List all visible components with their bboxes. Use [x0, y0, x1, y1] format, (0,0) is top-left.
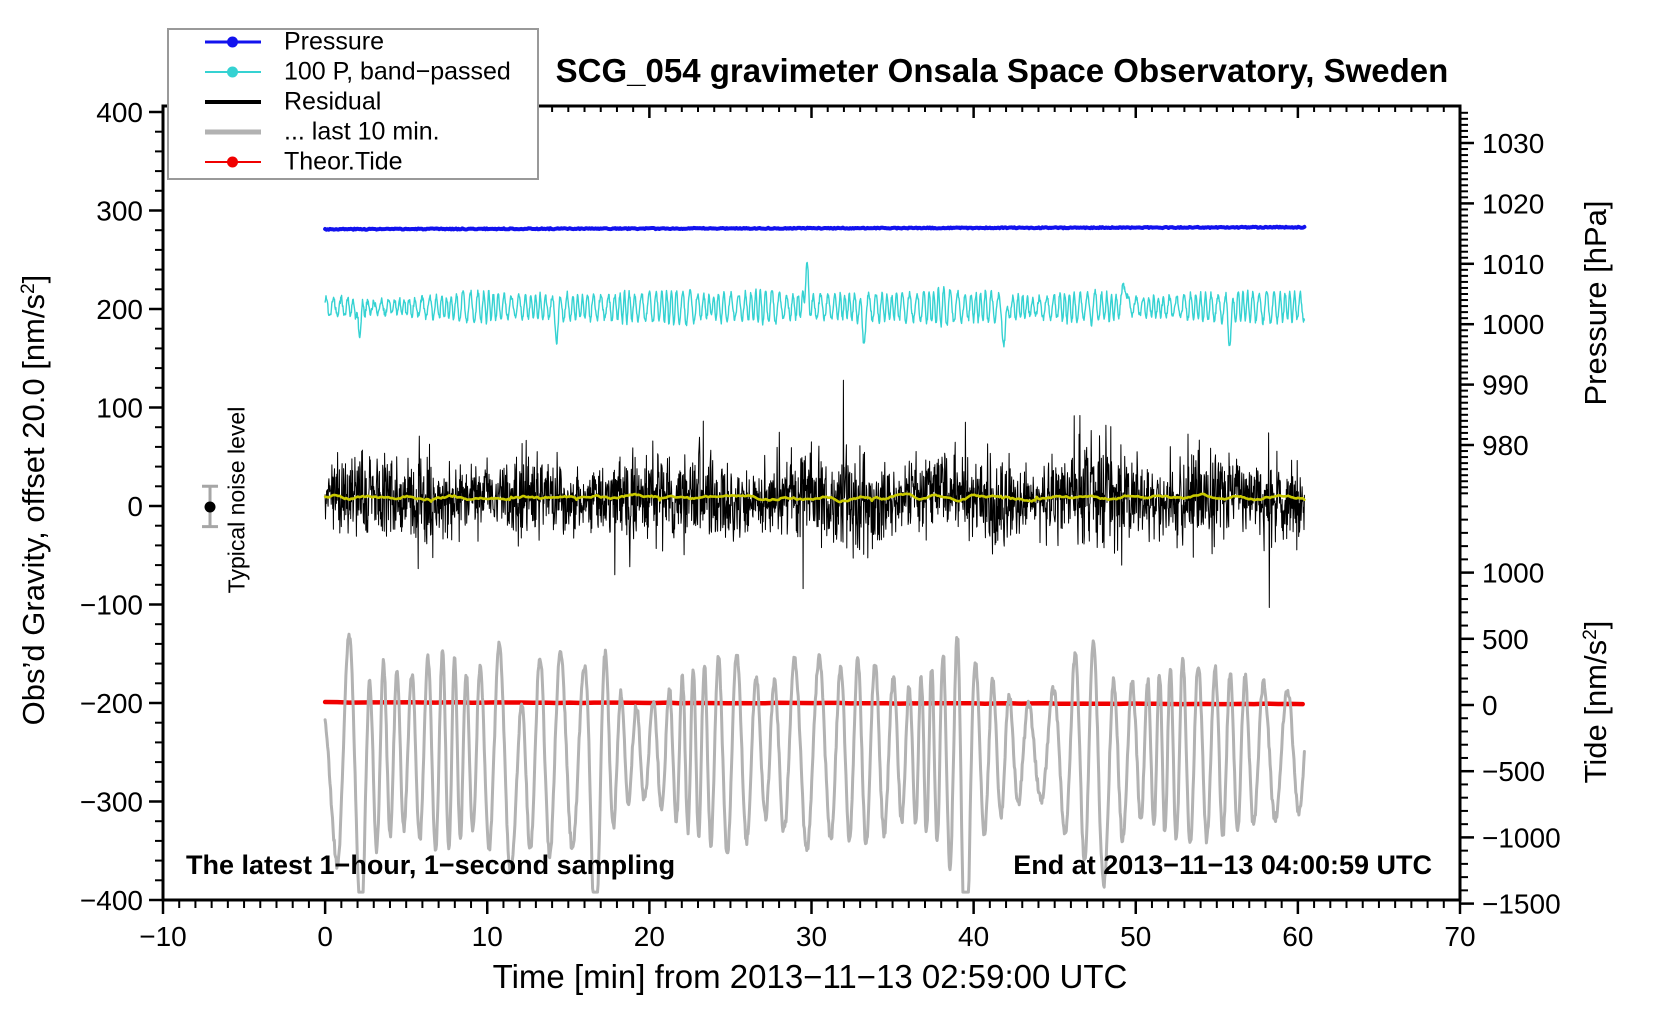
legend-item-residual: Residual: [169, 87, 537, 117]
axes-frame: −10 0 10 20 30 40 50 60 70−400−300−200−100010020…: [80, 97, 1561, 952]
tide-axis-label-suffix: ]: [1578, 620, 1613, 630]
svg-text:500: 500: [1482, 624, 1529, 655]
svg-text:980: 980: [1482, 430, 1529, 461]
svg-text:60: 60: [1282, 921, 1313, 952]
left-axis-label-text: Obs’d Gravity, offset 20.0 [nm/s: [16, 294, 51, 726]
legend-dot-theor-tide: [227, 156, 238, 168]
svg-text:0: 0: [1482, 690, 1498, 721]
legend-item-band-passed: 100 P, band−passed: [169, 57, 537, 87]
svg-text:−100: −100: [80, 590, 143, 621]
svg-text:1000: 1000: [1482, 309, 1544, 340]
svg-text:−1000: −1000: [1482, 822, 1561, 853]
legend-dot-pressure: [227, 36, 238, 48]
end-time-note: End at 2013−11−13 04:00:59 UTC: [1013, 850, 1432, 880]
svg-text:1030: 1030: [1482, 128, 1544, 159]
svg-text:1020: 1020: [1482, 188, 1544, 219]
svg-text:−500: −500: [1482, 756, 1545, 787]
legend-dot-band-passed: [227, 66, 238, 78]
tide-axis-label: Tide [nm/s2]: [1578, 621, 1614, 784]
svg-text:30: 30: [796, 921, 827, 952]
legend-label-band-passed: 100 P, band−passed: [284, 57, 511, 86]
left-axis-label-sup: 2: [18, 283, 40, 294]
legend: Pressure 100 P, band−passed Residual... la…: [167, 28, 539, 180]
svg-text:50: 50: [1120, 921, 1151, 952]
legend-label-last-10-min: ... last 10 min.: [284, 117, 440, 146]
svg-text:−10: −10: [139, 921, 187, 952]
left-axis-label-suffix: ]: [16, 274, 51, 284]
svg-text:−400: −400: [80, 885, 143, 916]
legend-item-theor-tide: Theor.Tide: [169, 147, 537, 177]
svg-text:200: 200: [96, 294, 143, 325]
pressure-axis-label: Pressure [hPa]: [1578, 200, 1613, 406]
svg-text:400: 400: [96, 97, 143, 128]
svg-text:70: 70: [1444, 921, 1475, 952]
svg-text:0: 0: [127, 491, 143, 522]
legend-label-pressure: Pressure: [284, 27, 385, 56]
svg-text:40: 40: [958, 921, 989, 952]
page-title: SCG_054 gravimeter Onsala Space Observat…: [555, 52, 1449, 89]
svg-text:−200: −200: [80, 688, 143, 719]
svg-text:1010: 1010: [1482, 249, 1544, 280]
svg-text:−1500: −1500: [1482, 889, 1561, 920]
svg-text:990: 990: [1482, 370, 1529, 401]
legend-line-residual: [205, 100, 261, 104]
data-series: [202, 224, 1307, 894]
x-axis-label: Time [min] from 2013−11−13 02:59:00 UTC: [492, 958, 1128, 995]
svg-text:20: 20: [634, 921, 665, 952]
svg-text:10: 10: [472, 921, 503, 952]
svg-text:1000: 1000: [1482, 558, 1544, 589]
tide-axis-label-text: Tide [nm/s: [1578, 639, 1613, 784]
typical-noise-marker: [202, 484, 219, 529]
tide-axis-label-sup: 2: [1580, 629, 1602, 640]
legend-item-last-10-min: ... last 10 min.: [169, 117, 537, 147]
legend-line-last-10-min: [205, 129, 261, 135]
noise-level-annotation: Typical noise level: [223, 406, 250, 594]
svg-text:300: 300: [96, 196, 143, 227]
legend-item-pressure: Pressure: [169, 27, 537, 57]
sampling-note: The latest 1−hour, 1−second sampling: [186, 850, 676, 880]
legend-label-residual: Residual: [284, 87, 382, 116]
svg-text:−300: −300: [80, 787, 143, 818]
svg-text:0: 0: [317, 921, 333, 952]
left-axis-label: Obs’d Gravity, offset 20.0 [nm/s2]: [16, 275, 52, 726]
svg-text:100: 100: [96, 393, 143, 424]
legend-label-theor-tide: Theor.Tide: [284, 147, 403, 176]
